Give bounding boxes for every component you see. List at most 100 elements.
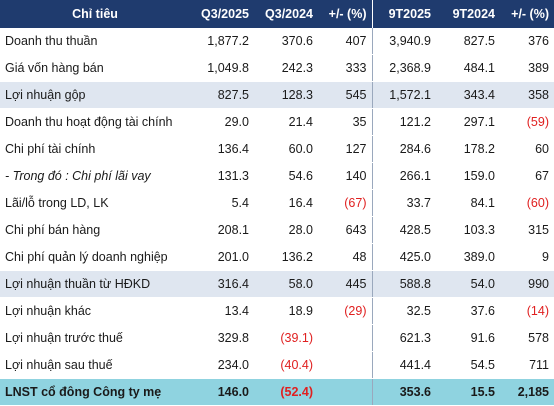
row-label: Doanh thu thuần — [0, 28, 190, 55]
cell-9t2025: 1,572.1 — [372, 81, 436, 109]
cell-q3-2025: 29.0 — [190, 108, 254, 136]
cell-q3-2024: 16.4 — [254, 189, 318, 217]
cell-9t2025: 2,368.9 — [372, 54, 436, 82]
table-row: - Trong đó : Chi phí lãi vay 131.3 54.6 140… — [0, 162, 554, 190]
row-label: Chi phí tài chính — [0, 135, 190, 163]
cell-change-quarter: 545 — [318, 81, 373, 109]
header-9t2024: 9T2024 — [436, 0, 500, 28]
row-label: Giá vốn hàng bán — [0, 54, 190, 82]
table-row: Lợi nhuận gộp 827.5 128.3 545 1,572.1 343.4 35… — [0, 81, 554, 109]
cell-change-9months: 67 — [500, 162, 554, 190]
cell-q3-2025: 146.0 — [190, 378, 254, 406]
cell-change-9months: 711 — [500, 351, 554, 379]
cell-change-9months: 389 — [500, 54, 554, 82]
table-header: Chỉ tiêu Q3/2025 Q3/2024 +/- (%) 9T2025 … — [0, 0, 554, 28]
cell-q3-2025: 1,049.8 — [190, 54, 254, 82]
header-q3-2025: Q3/2025 — [190, 0, 254, 28]
cell-9t2024: 159.0 — [436, 162, 500, 190]
table-row: Doanh thu hoạt động tài chính 29.0 21.4 35 1… — [0, 108, 554, 136]
cell-q3-2025: 201.0 — [190, 243, 254, 271]
cell-9t2024: 178.2 — [436, 135, 500, 163]
cell-9t2024: 297.1 — [436, 108, 500, 136]
cell-9t2025: 441.4 — [372, 351, 436, 379]
table-row: Giá vốn hàng bán 1,049.8 242.3 333 2,368.9 48… — [0, 54, 554, 82]
cell-q3-2024: (39.1) — [254, 324, 318, 352]
cell-9t2024: 91.6 — [436, 324, 500, 352]
cell-9t2024: 343.4 — [436, 81, 500, 109]
table-row: Doanh thu thuần 1,877.2 370.6 407 3,940.9 827… — [0, 28, 554, 55]
cell-9t2024: 84.1 — [436, 189, 500, 217]
cell-change-quarter: 127 — [318, 135, 373, 163]
cell-q3-2024: 18.9 — [254, 297, 318, 325]
row-label: Chi phí bán hàng — [0, 216, 190, 244]
cell-change-9months: (14) — [500, 297, 554, 325]
cell-change-9months: (60) — [500, 189, 554, 217]
cell-9t2025: 3,940.9 — [372, 28, 436, 55]
cell-9t2025: 32.5 — [372, 297, 436, 325]
cell-change-9months: 2,185 — [500, 378, 554, 406]
cell-9t2025: 284.6 — [372, 135, 436, 163]
cell-change-quarter: 445 — [318, 270, 373, 298]
cell-q3-2025: 5.4 — [190, 189, 254, 217]
cell-9t2024: 827.5 — [436, 28, 500, 55]
table-row: Lãi/lỗ trong LD, LK 5.4 16.4 (67) 33.7 84.1 (6… — [0, 189, 554, 217]
cell-9t2025: 353.6 — [372, 378, 436, 406]
header-label: Chỉ tiêu — [0, 0, 190, 28]
cell-9t2025: 33.7 — [372, 189, 436, 217]
row-label: Lợi nhuận khác — [0, 297, 190, 325]
cell-9t2025: 425.0 — [372, 243, 436, 271]
table-row: Chi phí tài chính 136.4 60.0 127 284.6 178.2 6… — [0, 135, 554, 163]
cell-change-quarter: (29) — [318, 297, 373, 325]
cell-change-quarter — [318, 351, 373, 379]
header-9t2025: 9T2025 — [372, 0, 436, 28]
cell-change-9months: 990 — [500, 270, 554, 298]
cell-q3-2025: 234.0 — [190, 351, 254, 379]
header-row: Chỉ tiêu Q3/2025 Q3/2024 +/- (%) 9T2025 … — [0, 0, 554, 28]
table-row: LNST cổ đông Công ty mẹ 146.0 (52.4) 353.6 1… — [0, 378, 554, 406]
row-label: Lợi nhuận thuần từ HĐKD — [0, 270, 190, 298]
cell-q3-2025: 13.4 — [190, 297, 254, 325]
cell-q3-2024: 60.0 — [254, 135, 318, 163]
cell-q3-2025: 136.4 — [190, 135, 254, 163]
cell-q3-2024: 58.0 — [254, 270, 318, 298]
header-change-9months: +/- (%) — [500, 0, 554, 28]
cell-q3-2024: 28.0 — [254, 216, 318, 244]
cell-q3-2025: 1,877.2 — [190, 28, 254, 55]
cell-change-9months: 9 — [500, 243, 554, 271]
cell-change-9months: 578 — [500, 324, 554, 352]
cell-q3-2025: 329.8 — [190, 324, 254, 352]
cell-9t2024: 54.5 — [436, 351, 500, 379]
cell-9t2024: 484.1 — [436, 54, 500, 82]
cell-change-quarter: 48 — [318, 243, 373, 271]
table-row: Lợi nhuận trước thuế 329.8 (39.1) 621.3 91.6… — [0, 324, 554, 352]
cell-9t2025: 588.8 — [372, 270, 436, 298]
table-row: Chi phí bán hàng 208.1 28.0 643 428.5 103.3 31… — [0, 216, 554, 244]
cell-change-quarter: 140 — [318, 162, 373, 190]
cell-q3-2025: 208.1 — [190, 216, 254, 244]
cell-change-quarter: 35 — [318, 108, 373, 136]
header-change-quarter: +/- (%) — [318, 0, 373, 28]
cell-9t2024: 54.0 — [436, 270, 500, 298]
row-label: - Trong đó : Chi phí lãi vay — [0, 162, 190, 190]
header-q3-2024: Q3/2024 — [254, 0, 318, 28]
row-label: Lãi/lỗ trong LD, LK — [0, 189, 190, 217]
cell-9t2025: 121.2 — [372, 108, 436, 136]
cell-9t2024: 389.0 — [436, 243, 500, 271]
cell-change-9months: 376 — [500, 28, 554, 55]
cell-change-quarter — [318, 378, 373, 406]
table-row: Lợi nhuận khác 13.4 18.9 (29) 32.5 37.6 (14) — [0, 297, 554, 325]
cell-9t2025: 266.1 — [372, 162, 436, 190]
row-label: Lợi nhuận sau thuế — [0, 351, 190, 379]
table-row: Lợi nhuận sau thuế 234.0 (40.4) 441.4 54.5 71… — [0, 351, 554, 379]
row-label: Doanh thu hoạt động tài chính — [0, 108, 190, 136]
cell-change-9months: 358 — [500, 81, 554, 109]
cell-q3-2024: (52.4) — [254, 378, 318, 406]
cell-change-9months: 315 — [500, 216, 554, 244]
cell-q3-2025: 316.4 — [190, 270, 254, 298]
cell-q3-2024: 242.3 — [254, 54, 318, 82]
cell-change-quarter: 407 — [318, 28, 373, 55]
cell-q3-2024: 136.2 — [254, 243, 318, 271]
cell-change-9months: 60 — [500, 135, 554, 163]
table-row: Chi phí quản lý doanh nghiệp 201.0 136.2 48… — [0, 243, 554, 271]
